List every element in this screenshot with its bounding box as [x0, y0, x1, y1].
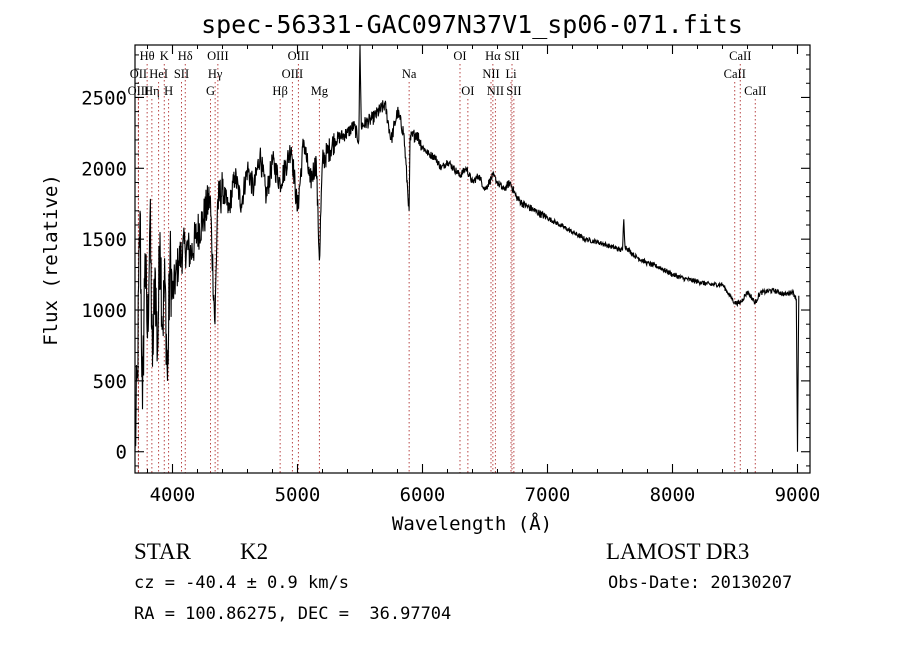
line-marker-label-12: Hβ: [272, 84, 287, 98]
line-marker-label-7: SII: [174, 67, 189, 81]
line-marker-label-8: Hδ: [178, 49, 193, 63]
line-marker-label-2: OIII: [128, 84, 150, 98]
plot-frame: [134, 44, 811, 474]
y-tick-label-1: 500: [93, 371, 127, 393]
line-marker-label-23: NII: [487, 84, 504, 98]
line-marker-label-18: OI: [461, 84, 474, 98]
line-marker-label-6: H: [164, 84, 173, 98]
line-marker-label-5: K: [160, 49, 169, 63]
line-marker-label-27: CaII: [744, 84, 766, 98]
survey-name: LAMOST DR3: [606, 539, 750, 564]
line-marker-label-13: OIII: [288, 49, 310, 63]
axis-ticks: 4000 5000 6000 7000 8000 9000 0 500 1000 1500 2000…: [81, 45, 820, 506]
line-marker-label-21: NII: [482, 67, 499, 81]
line-marker-label-19: Hα: [485, 49, 501, 63]
line-marker-label-14: OIII: [282, 67, 304, 81]
object-subclass: K2: [240, 539, 269, 564]
ra-dec-coordinates: RA = 100.86275, DEC = 36.97704: [134, 604, 452, 624]
line-marker-label-4: HeI: [149, 67, 168, 81]
y-tick-label-5: 2500: [81, 87, 127, 109]
line-marker-label-11: G: [206, 84, 215, 98]
y-tick-label-3: 1500: [81, 229, 127, 251]
line-marker-label-10: Hγ: [208, 67, 223, 81]
line-marker-label-3: Hη: [144, 84, 160, 98]
x-tick-label-0: 4000: [150, 484, 196, 506]
line-marker-label-20: SII: [504, 49, 519, 63]
line-marker-label-26: CaII: [724, 67, 746, 81]
y-tick-label-4: 2000: [81, 158, 127, 180]
line-marker-label-0: Hθ: [140, 49, 155, 63]
line-marker-label-17: OI: [453, 49, 466, 63]
x-tick-label-3: 7000: [525, 484, 571, 506]
y-tick-label-2: 1000: [81, 300, 127, 322]
obs-date: Obs-Date: 20130207: [608, 573, 793, 593]
line-marker-label-9: OIII: [207, 49, 229, 63]
x-tick-label-5: 9000: [775, 484, 821, 506]
y-tick-label-0: 0: [116, 442, 127, 464]
x-tick-label-1: 5000: [275, 484, 321, 506]
line-marker-label-15: Mg: [311, 84, 329, 98]
line-marker-label-25: CaII: [729, 49, 751, 63]
line-marker-label-16: Na: [402, 67, 417, 81]
spectrum-line: [134, 44, 800, 452]
line-marker-label-1: OII: [130, 67, 147, 81]
x-axis-label: Wavelength (Å): [392, 512, 552, 535]
chart-title: spec-56331-GAC097N37V1_sp06-071.fits: [201, 10, 743, 39]
x-tick-label-4: 8000: [650, 484, 696, 506]
line-marker-label-24: SII: [506, 84, 521, 98]
object-class: STAR: [134, 539, 191, 564]
y-axis-label: Flux (relative): [40, 174, 62, 346]
line-marker-label-22: Li: [505, 67, 517, 81]
x-tick-label-2: 6000: [400, 484, 446, 506]
redshift-cz: cz = -40.4 ± 0.9 km/s: [134, 573, 349, 593]
